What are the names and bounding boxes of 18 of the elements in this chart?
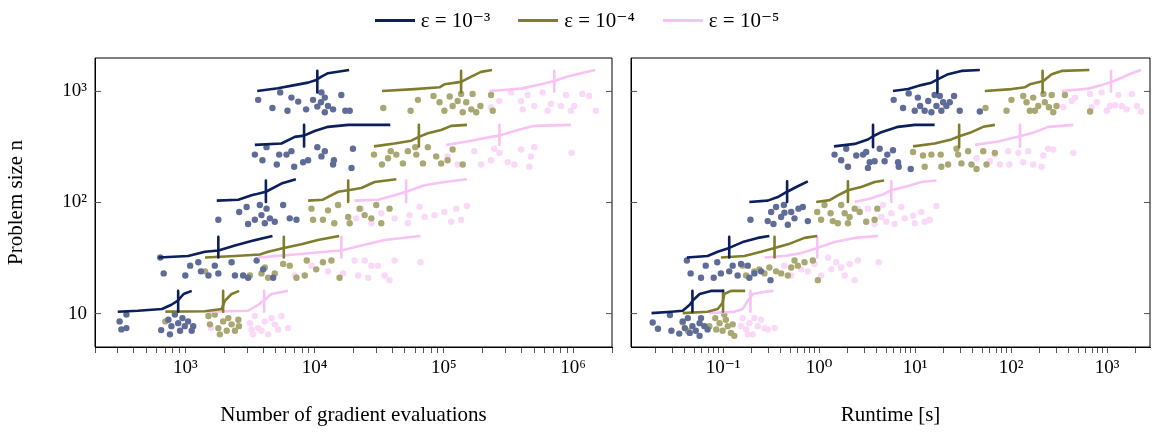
legend-label: ε = 10⁻⁵ (708, 7, 780, 33)
y-tick-label: 10² (62, 190, 88, 212)
x-axis-title: Number of gradient evaluations (220, 401, 487, 426)
legend-label: ε = 10⁻³ (420, 7, 491, 33)
y-axis-title: Problem size n (3, 139, 28, 265)
x-axis-title: Runtime [s] (840, 401, 941, 426)
legend-label: ε = 10⁻⁴ (564, 7, 635, 33)
x-tick-label: 10³ (1094, 356, 1120, 378)
x-tick-label: 10¹ (902, 356, 928, 378)
x-tick-label: 10² (998, 356, 1024, 378)
y-tick-label: 10 (68, 301, 87, 323)
x-tick-label: 10⁶ (560, 356, 586, 378)
x-tick-label: 10⁴ (301, 356, 328, 378)
x-tick-label: 10⁰ (805, 356, 833, 378)
x-tick-label: 10³ (172, 356, 198, 378)
x-tick-label: 10⁻¹ (705, 356, 741, 378)
x-tick-label: 10⁵ (431, 356, 457, 378)
y-tick-label: 10³ (62, 79, 88, 101)
